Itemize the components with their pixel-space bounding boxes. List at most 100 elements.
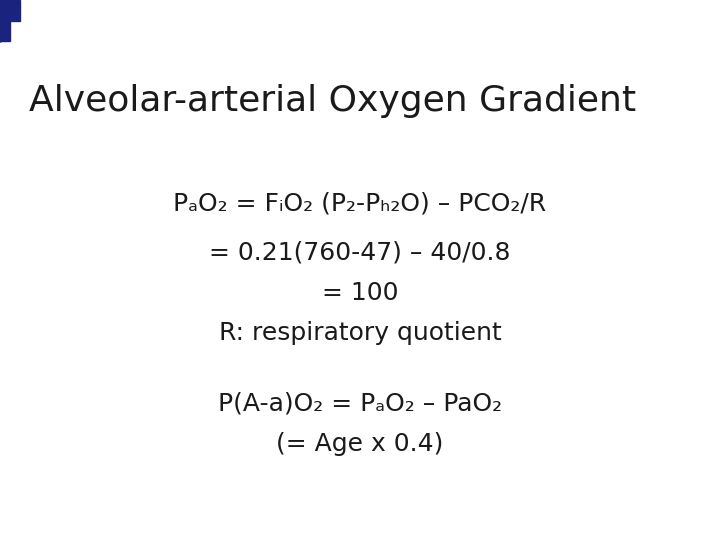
Bar — [0, 0, 3, 40]
Bar — [2, 0, 6, 40]
Text: = 0.21(760-47) – 40/0.8: = 0.21(760-47) – 40/0.8 — [210, 240, 510, 264]
Bar — [2, 0, 5, 40]
Bar — [2, 0, 6, 40]
Bar — [0, 0, 4, 40]
Bar — [1, 0, 4, 40]
Bar — [2, 0, 5, 40]
Bar — [1, 0, 4, 40]
Bar — [1, 0, 5, 40]
Bar — [1, 0, 4, 40]
Bar — [1, 0, 4, 40]
Bar — [1, 0, 4, 40]
Bar — [1, 0, 5, 40]
Bar — [0, 0, 4, 40]
Bar — [1, 0, 4, 40]
Bar — [1, 0, 4, 40]
Bar — [1, 0, 4, 40]
Bar — [2, 0, 6, 40]
Bar — [1, 0, 4, 40]
Bar — [1, 0, 4, 40]
Bar — [1, 0, 5, 40]
Bar — [2, 0, 5, 40]
Bar — [1, 0, 4, 40]
Bar — [2, 0, 5, 40]
Bar — [1, 0, 4, 40]
Bar — [1, 0, 4, 40]
Bar — [1, 0, 5, 40]
Bar — [1, 0, 4, 40]
Bar — [2, 0, 5, 40]
Bar — [1, 0, 4, 40]
Bar — [1, 0, 4, 40]
Bar — [0, 0, 3, 40]
Bar — [1, 0, 4, 40]
Bar — [0, 0, 4, 40]
Bar — [2, 0, 6, 40]
Bar — [0, 0, 4, 40]
Bar — [1, 0, 4, 40]
Bar — [2, 0, 5, 40]
Bar — [1, 0, 4, 40]
Bar — [1, 0, 4, 40]
Bar — [1, 0, 4, 40]
Bar — [2, 0, 5, 40]
Bar — [1, 0, 4, 40]
Bar — [1, 0, 4, 40]
Bar — [2, 0, 5, 40]
Bar — [0, 0, 4, 40]
Bar — [1, 0, 5, 40]
Bar — [0, 21, 10, 40]
Bar — [1, 0, 5, 40]
Bar — [2, 0, 5, 40]
Bar — [1, 0, 5, 40]
Bar — [2, 0, 5, 40]
Bar — [1, 0, 4, 40]
Bar — [1, 0, 4, 40]
Bar — [0, 0, 3, 40]
Bar — [2, 0, 6, 40]
Bar — [2, 0, 5, 40]
Bar — [1, 0, 4, 40]
Bar — [0, 0, 3, 40]
Bar — [1, 0, 4, 40]
Bar — [1, 0, 4, 40]
Bar — [1, 0, 4, 40]
Bar — [2, 0, 5, 40]
Bar — [2, 0, 6, 40]
Bar — [1, 0, 4, 40]
Bar — [2, 0, 5, 40]
Bar — [1, 0, 4, 40]
Bar — [1, 0, 4, 40]
Bar — [0, 0, 4, 40]
Bar — [2, 0, 5, 40]
Bar — [2, 0, 5, 40]
Bar — [1, 0, 4, 40]
Text: PₐO₂ = FᵢO₂ (P₂-Pₕ₂O) – PCO₂/R: PₐO₂ = FᵢO₂ (P₂-Pₕ₂O) – PCO₂/R — [174, 192, 546, 215]
Bar — [2, 0, 5, 40]
Bar — [0, 0, 3, 40]
Bar — [2, 0, 6, 40]
Bar — [0, 0, 3, 40]
Bar — [1, 0, 5, 40]
Bar — [1, 0, 5, 40]
Bar — [2, 0, 5, 40]
Bar — [1, 0, 4, 40]
Bar — [2, 0, 5, 40]
Bar — [0, 0, 3, 40]
Bar — [1, 0, 4, 40]
Bar — [2, 0, 6, 40]
Bar — [1, 0, 4, 40]
Bar — [1, 0, 4, 40]
Bar — [0, 0, 4, 40]
Bar — [1, 0, 4, 40]
Bar — [2, 0, 5, 40]
Bar — [0, 0, 4, 40]
Bar — [1, 0, 4, 40]
Bar — [2, 0, 5, 40]
Bar — [0, 0, 4, 40]
Bar — [1, 0, 4, 40]
Bar — [1, 0, 4, 40]
Bar — [1, 0, 4, 40]
Bar — [0, 0, 4, 40]
Bar — [2, 0, 5, 40]
